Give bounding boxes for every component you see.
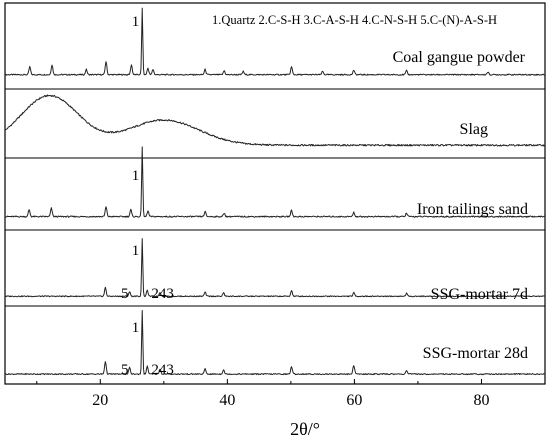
series-trace-2 [4, 94, 546, 147]
peak-label-4-3: 243 [151, 286, 174, 302]
series-label-5: SSG-mortar 28d [423, 345, 528, 362]
series-labels: Coal gangue powder Slag Iron tailings sand… [393, 49, 528, 362]
peak-label-5-2: 5 [121, 362, 129, 378]
phase-legend: 1.Quartz 2.C-S-H 3.C-A-S-H 4.C-N-S-H 5.C… [212, 13, 497, 27]
series-label-3: Iron tailings sand [417, 201, 528, 218]
peak-label-5-3: 243 [151, 362, 174, 378]
series-label-2: Slag [460, 121, 488, 138]
series-trace-4 [4, 238, 546, 298]
x-tick-label-20: 20 [92, 392, 108, 409]
peak-label-1-1: 1 [132, 14, 140, 30]
series-trace-3 [4, 146, 546, 218]
x-tick-label-40: 40 [219, 392, 235, 409]
series-label-1: Coal gangue powder [393, 49, 526, 66]
series-trace-5 [4, 310, 546, 376]
x-tick-label-80: 80 [473, 392, 489, 409]
x-tick-label-60: 60 [346, 392, 362, 409]
series-label-4: SSG-mortar 7d [431, 286, 528, 303]
x-axis-title: 2θ/° [290, 419, 320, 439]
peak-label-3-1: 1 [132, 168, 140, 184]
series-trace-1 [4, 7, 546, 76]
series-traces [4, 7, 546, 376]
peak-label-4-2: 5 [121, 286, 129, 302]
peak-labels: 1 1 1 5 243 1 5 243 [121, 14, 174, 378]
plot-frame [4, 2, 546, 385]
peak-label-4-1: 1 [132, 243, 140, 259]
peak-label-5-1: 1 [132, 320, 140, 336]
x-axis: 20 40 60 80 [36, 379, 546, 409]
